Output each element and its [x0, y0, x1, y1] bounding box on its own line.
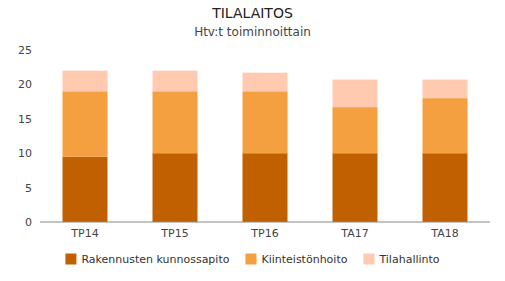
y-tick-label: 15 [18, 113, 32, 126]
bar-segment [153, 71, 198, 92]
bar-segment [333, 153, 378, 222]
bar-segment [423, 153, 468, 222]
x-tick-label: TA18 [430, 227, 458, 240]
bar-segment [333, 107, 378, 153]
y-tick-label: 10 [18, 147, 32, 160]
bar-segment [243, 73, 288, 92]
legend-swatch [245, 254, 256, 265]
legend-item: Kiinteistönhoito [245, 253, 347, 266]
bar-segment [153, 91, 198, 153]
legend-label: Tilahallinto [378, 253, 439, 266]
x-tick-label: TP16 [250, 227, 278, 240]
bar-segment [63, 157, 108, 222]
bar-segment [333, 80, 378, 108]
x-tick-label: TP14 [70, 227, 98, 240]
bar-segment [63, 71, 108, 92]
x-tick-label: TA17 [340, 227, 368, 240]
y-tick-label: 5 [25, 182, 32, 195]
x-axis-line [40, 222, 490, 223]
x-axis: TP14 TP15 TP16 TA17 TA18 [40, 222, 490, 240]
bar-segment [423, 80, 468, 99]
y-tick-label: 25 [18, 44, 32, 57]
y-tick-label: 20 [18, 78, 32, 91]
bar-segment [153, 153, 198, 222]
bar-segment [63, 91, 108, 156]
bar-segment [243, 91, 288, 153]
legend-swatch [363, 254, 374, 265]
legend-item: Rakennusten kunnossapito [65, 253, 229, 266]
bar-segment [243, 153, 288, 222]
legend-label: Kiinteistönhoito [261, 253, 347, 266]
bar-segment [423, 98, 468, 153]
legend-item: Tilahallinto [363, 253, 439, 266]
title: TILALAITOS [211, 5, 293, 21]
legend: Rakennusten kunnossapito Kiinteistönhoito… [65, 253, 439, 266]
x-tick-label: TP15 [160, 227, 188, 240]
legend-swatch [65, 254, 76, 265]
bars [63, 71, 468, 222]
chart: TILALAITOS Htv:t toiminnoittain 0 5 10 15 20 25… [0, 0, 505, 281]
subtitle: Htv:t toiminnoittain [194, 25, 311, 39]
y-axis: 0 5 10 15 20 25 [18, 44, 32, 229]
y-tick-label: 0 [25, 216, 32, 229]
legend-label: Rakennusten kunnossapito [81, 253, 229, 266]
